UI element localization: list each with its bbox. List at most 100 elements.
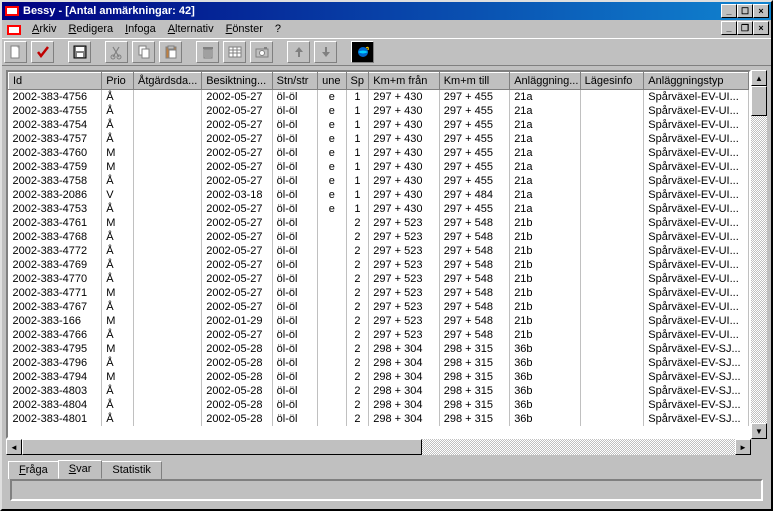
tab-statistik[interactable]: Statistik — [101, 461, 162, 479]
table-row[interactable]: 2002-383-166M2002-01-29öl-öl2297 + 52329… — [9, 314, 749, 328]
up-button[interactable] — [287, 41, 310, 63]
down-button[interactable] — [314, 41, 337, 63]
column-header[interactable]: Åtgärdsda... — [134, 73, 202, 90]
table-row[interactable]: 2002-383-4771M2002-05-27öl-öl2297 + 5232… — [9, 286, 749, 300]
column-header[interactable]: Prio — [102, 73, 134, 90]
tab-svar[interactable]: Svar — [58, 460, 103, 479]
table-row[interactable]: 2002-383-2086V2002-03-18öl-öle1297 + 430… — [9, 188, 749, 202]
column-header[interactable]: une — [318, 73, 346, 90]
column-header[interactable]: Id — [9, 73, 102, 90]
content-area: IdPrioÅtgärdsda...Besiktning...Stn/strun… — [2, 66, 771, 509]
menu-redigera[interactable]: Redigera — [62, 22, 119, 36]
table-row[interactable]: 2002-383-4767Å2002-05-27öl-öl2297 + 5232… — [9, 300, 749, 314]
copy-button[interactable] — [132, 41, 155, 63]
column-header[interactable]: Sp — [346, 73, 369, 90]
column-header[interactable]: Anläggning... — [510, 73, 580, 90]
table-row[interactable]: 2002-383-4804Å2002-05-28öl-öl2298 + 3042… — [9, 398, 749, 412]
paste-button[interactable] — [159, 41, 182, 63]
table-cell: Å — [102, 328, 134, 342]
table-row[interactable]: 2002-383-4769Å2002-05-27öl-öl2297 + 5232… — [9, 258, 749, 272]
table-row[interactable]: 2002-383-4772Å2002-05-27öl-öl2297 + 5232… — [9, 244, 749, 258]
table-row[interactable]: 2002-383-4753Å2002-05-27öl-öle1297 + 430… — [9, 202, 749, 216]
tab-fråga[interactable]: Fråga — [8, 461, 59, 479]
scroll-down-button[interactable]: ▼ — [751, 423, 767, 439]
table-cell: 21a — [510, 104, 580, 118]
data-grid: IdPrioÅtgärdsda...Besiktning...Stn/strun… — [6, 70, 751, 439]
menu-arkiv[interactable]: Arkiv — [26, 22, 62, 36]
scroll-track-v[interactable] — [751, 86, 767, 423]
cut-button[interactable] — [105, 41, 128, 63]
new-button[interactable] — [4, 41, 27, 63]
column-header[interactable]: Anläggningstyp — [644, 73, 749, 90]
ie-button[interactable] — [351, 41, 374, 63]
table-row[interactable]: 2002-383-4803Å2002-05-28öl-öl2298 + 3042… — [9, 384, 749, 398]
table-row[interactable]: 2002-383-4759M2002-05-27öl-öle1297 + 430… — [9, 160, 749, 174]
menu-?[interactable]: ? — [269, 22, 287, 36]
table-cell: 2002-383-4756 — [9, 90, 102, 104]
scroll-left-button[interactable]: ◄ — [6, 439, 22, 455]
table-row[interactable]: 2002-383-4755Å2002-05-27öl-öle1297 + 430… — [9, 104, 749, 118]
table-row[interactable]: 2002-383-4757Å2002-05-27öl-öle1297 + 430… — [9, 132, 749, 146]
table-cell: 21b — [510, 300, 580, 314]
table-row[interactable]: 2002-383-4756Å2002-05-27öl-öle1297 + 430… — [9, 90, 749, 104]
table-cell: 2002-05-27 — [202, 258, 272, 272]
mdi-controls: _ ❐ × — [721, 21, 769, 35]
column-header[interactable]: Lägesinfo — [580, 73, 644, 90]
vertical-scrollbar[interactable]: ▲ ▼ — [751, 70, 767, 439]
table-cell: öl-öl — [272, 104, 317, 118]
table-row[interactable]: 2002-383-4794M2002-05-28öl-öl2298 + 3042… — [9, 370, 749, 384]
table-cell: 2002-05-28 — [202, 412, 272, 426]
maximize-button[interactable]: ☐ — [737, 4, 753, 18]
table-row[interactable]: 2002-383-4754Å2002-05-27öl-öle1297 + 430… — [9, 118, 749, 132]
table-row[interactable]: 2002-383-4795M2002-05-28öl-öl2298 + 3042… — [9, 342, 749, 356]
menu-alternativ[interactable]: Alternativ — [162, 22, 220, 36]
menu-infoga[interactable]: Infoga — [119, 22, 162, 36]
table-cell: 297 + 548 — [439, 258, 509, 272]
table-row[interactable]: 2002-383-4768Å2002-05-27öl-öl2297 + 5232… — [9, 230, 749, 244]
table-row[interactable]: 2002-383-4801Å2002-05-28öl-öl2298 + 3042… — [9, 412, 749, 426]
table-cell — [580, 174, 644, 188]
table-cell: 297 + 430 — [369, 90, 439, 104]
horizontal-scrollbar[interactable]: ◄ ► — [6, 439, 751, 455]
minimize-button[interactable]: _ — [721, 4, 737, 18]
scroll-right-button[interactable]: ► — [735, 439, 751, 455]
table-row[interactable]: 2002-383-4796Å2002-05-28öl-öl2298 + 3042… — [9, 356, 749, 370]
mdi-close-button[interactable]: × — [753, 21, 769, 35]
scroll-track-h[interactable] — [22, 439, 735, 455]
mdi-minimize-button[interactable]: _ — [721, 21, 737, 35]
scroll-thumb-v[interactable] — [751, 86, 767, 116]
table-cell: 2002-383-4761 — [9, 216, 102, 230]
grid-button[interactable] — [223, 41, 246, 63]
menu-fönster[interactable]: Fönster — [220, 22, 269, 36]
scroll-thumb-h[interactable] — [22, 439, 422, 455]
table-row[interactable]: 2002-383-4758Å2002-05-27öl-öle1297 + 430… — [9, 174, 749, 188]
table-cell: Å — [102, 230, 134, 244]
column-header[interactable]: Km+m till — [439, 73, 509, 90]
table-cell: 297 + 548 — [439, 216, 509, 230]
check-button[interactable] — [31, 41, 54, 63]
column-header[interactable]: Besiktning... — [202, 73, 272, 90]
column-header[interactable]: Stn/str — [272, 73, 317, 90]
column-header[interactable]: Km+m från — [369, 73, 439, 90]
table-cell — [580, 342, 644, 356]
mdi-restore-button[interactable]: ❐ — [737, 21, 753, 35]
table-cell: Spårväxel-EV-SJ... — [644, 356, 749, 370]
scroll-up-button[interactable]: ▲ — [751, 70, 767, 86]
table-row[interactable]: 2002-383-4766Å2002-05-27öl-öl2297 + 5232… — [9, 328, 749, 342]
table-cell: 21a — [510, 188, 580, 202]
save-button[interactable] — [68, 41, 91, 63]
table-cell: 2002-383-4803 — [9, 384, 102, 398]
table-cell: 297 + 548 — [439, 272, 509, 286]
delete-button[interactable] — [196, 41, 219, 63]
table-cell: 21b — [510, 258, 580, 272]
table-cell: 21b — [510, 272, 580, 286]
close-button[interactable]: × — [753, 4, 769, 18]
table-row[interactable]: 2002-383-4760M2002-05-27öl-öle1297 + 430… — [9, 146, 749, 160]
table-cell: 2002-383-4766 — [9, 328, 102, 342]
table-row[interactable]: 2002-383-4770Å2002-05-27öl-öl2297 + 5232… — [9, 272, 749, 286]
table-cell: 1 — [346, 202, 369, 216]
camera-button[interactable] — [250, 41, 273, 63]
table-cell: 2002-05-27 — [202, 132, 272, 146]
table-row[interactable]: 2002-383-4761M2002-05-27öl-öl2297 + 5232… — [9, 216, 749, 230]
table-cell: 2002-383-166 — [9, 314, 102, 328]
